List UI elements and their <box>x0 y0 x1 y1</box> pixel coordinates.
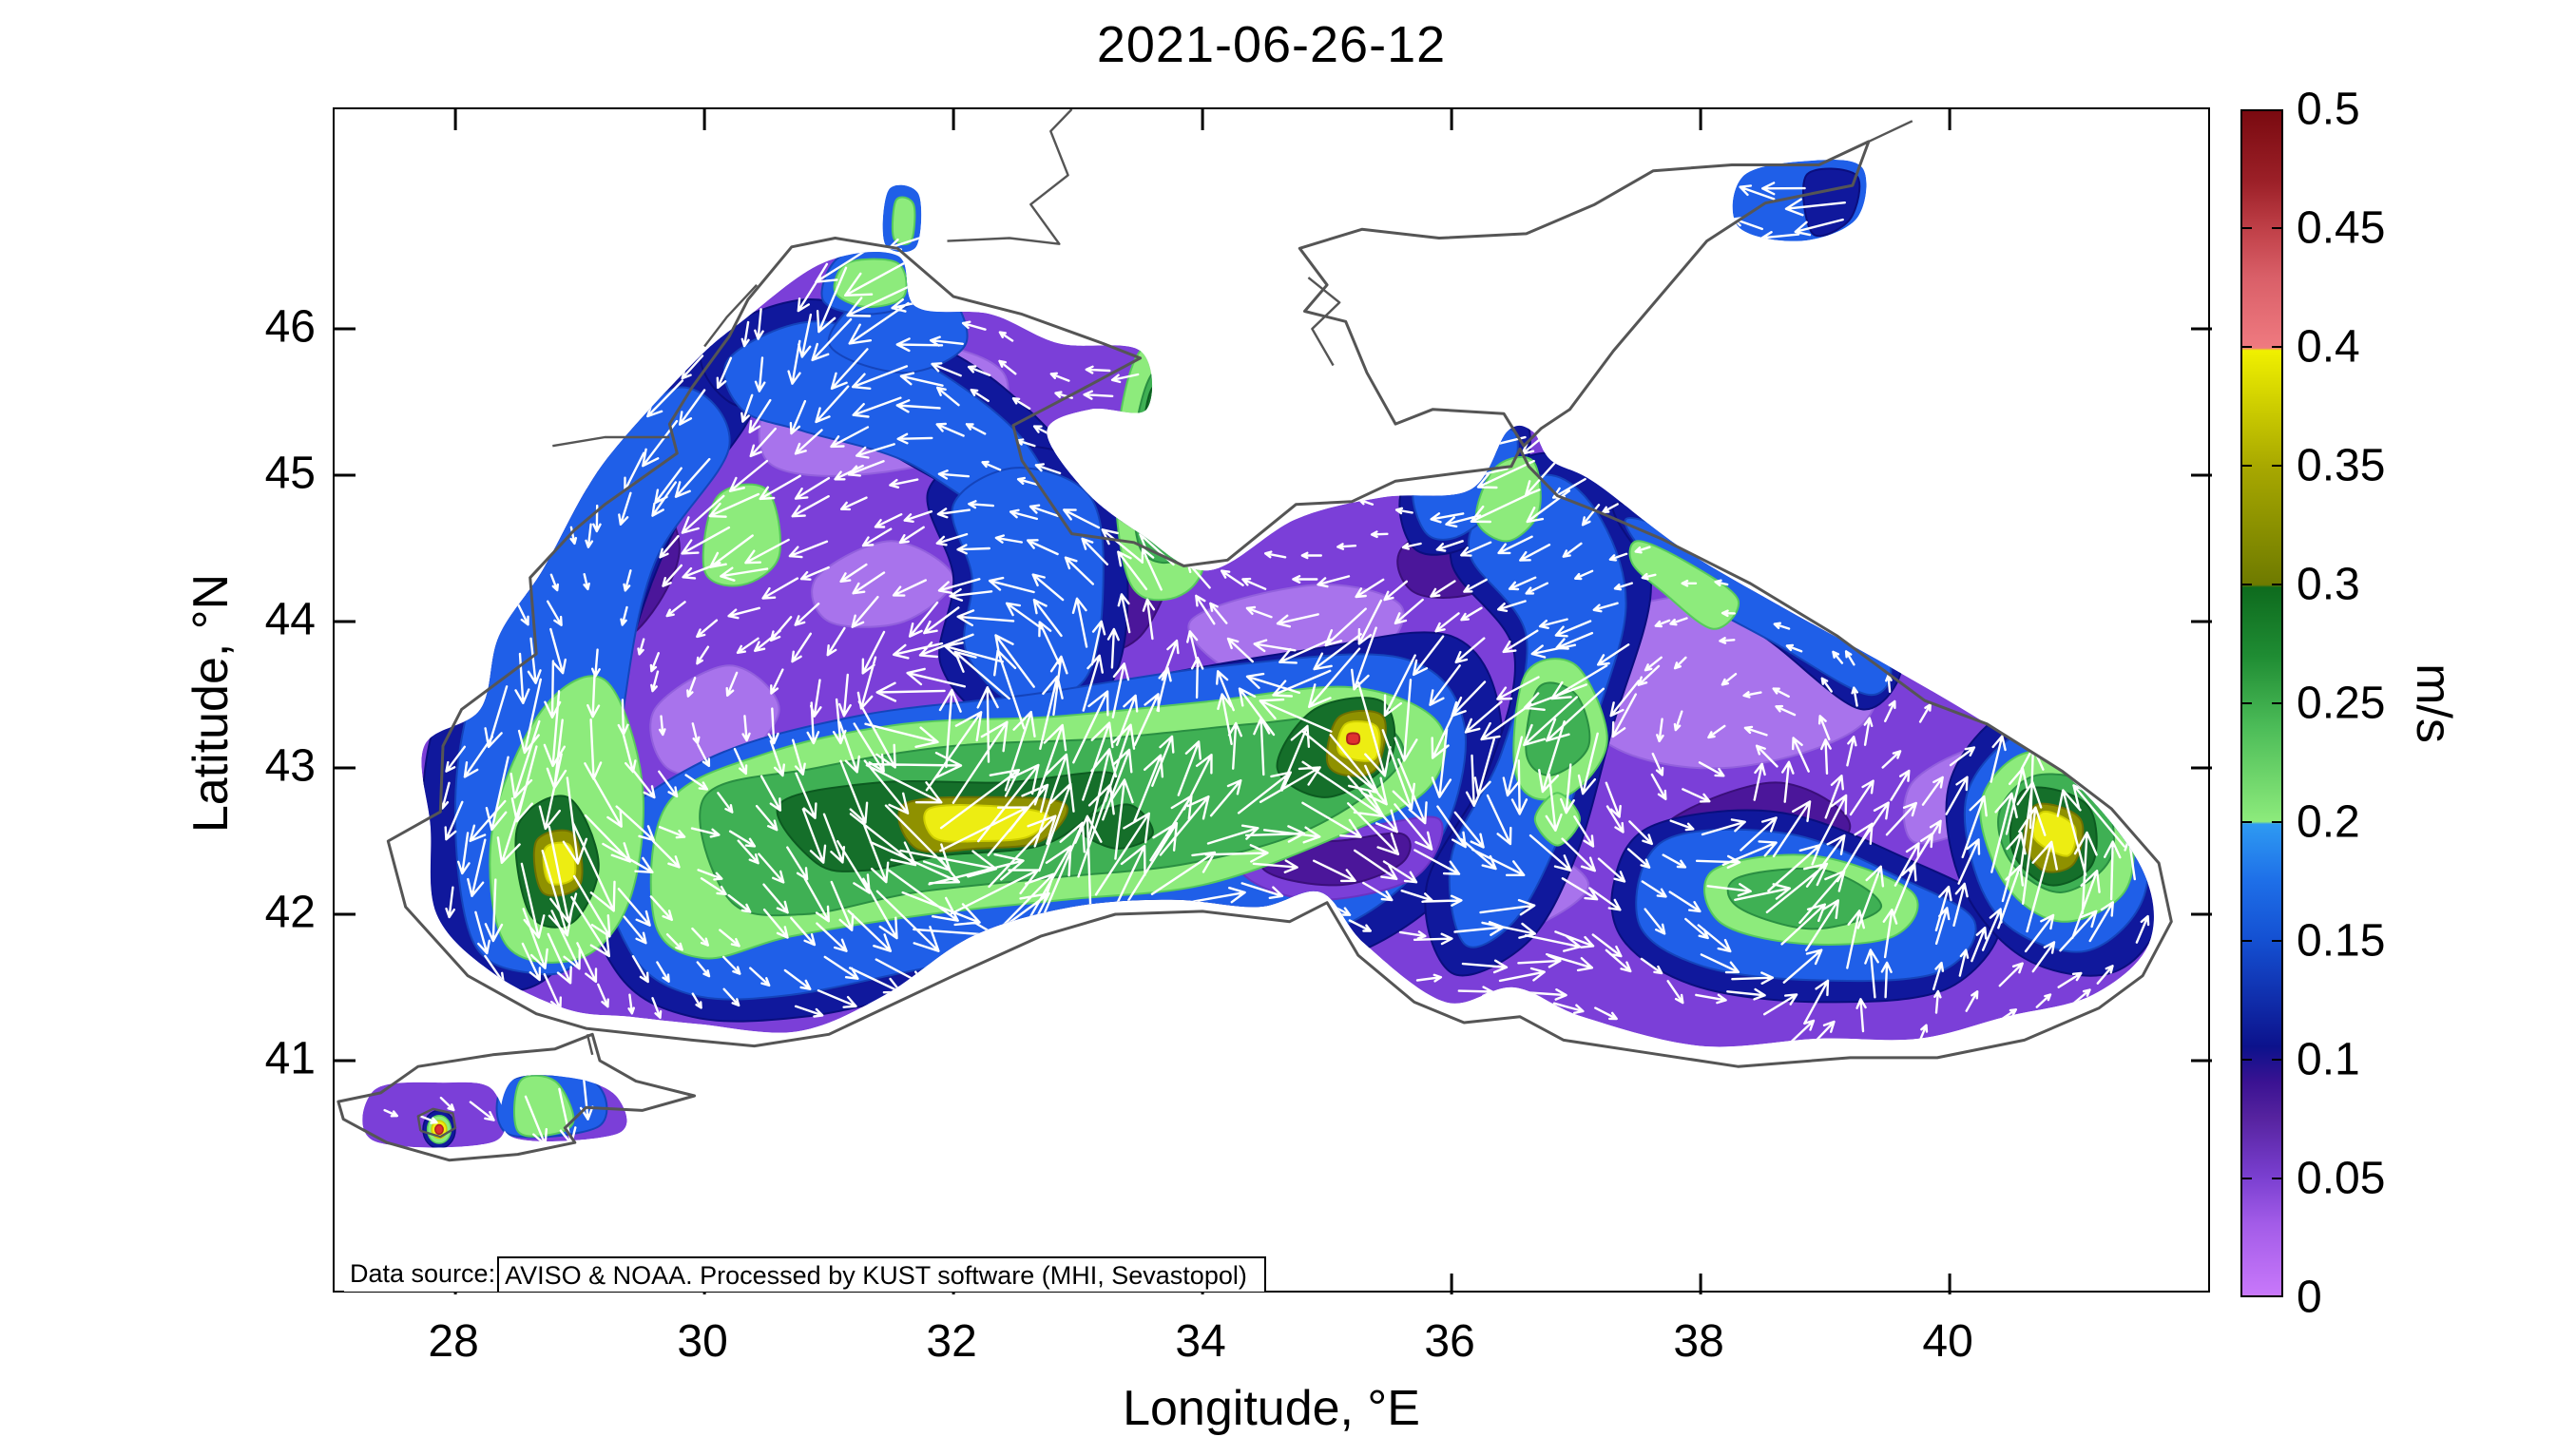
x-tick-label: 36 <box>1424 1316 1475 1367</box>
colorbar-tick-mark <box>2272 1059 2283 1061</box>
colorbar-tick-mark <box>2240 940 2252 942</box>
x-tick-label: 34 <box>1175 1316 1226 1367</box>
x-tick-label: 38 <box>1673 1316 1724 1367</box>
colorbar-tick-label: 0.3 <box>2297 559 2360 610</box>
colorbar-tick-label: 0.1 <box>2297 1034 2360 1085</box>
x-tick-label: 32 <box>926 1316 977 1367</box>
colorbar-tick-mark <box>2272 1178 2283 1179</box>
colorbar-tick-mark <box>2240 821 2252 823</box>
colorbar-tick-mark <box>2240 584 2252 585</box>
x-axis-label: Longitude, °E <box>1123 1381 1420 1436</box>
colorbar-tick-mark <box>2272 702 2283 704</box>
colorbar-tick-label: 0.45 <box>2297 202 2386 254</box>
data-source-text: AVISO & NOAA. Processed by KUST software… <box>497 1256 1266 1292</box>
map-plot-area <box>333 107 2212 1294</box>
x-tick-label: 30 <box>677 1316 728 1367</box>
colorbar-tick-label: 0.05 <box>2297 1153 2386 1204</box>
y-tick-label: 44 <box>264 594 316 645</box>
colorbar-tick-mark <box>2272 465 2283 467</box>
colorbar-tick-label: 0.5 <box>2297 84 2360 135</box>
colorbar-tick-label: 0 <box>2297 1272 2322 1323</box>
colorbar-tick-label: 0.4 <box>2297 321 2360 373</box>
y-tick-label: 46 <box>264 301 316 353</box>
colorbar-tick-mark <box>2272 227 2283 229</box>
x-tick-label: 28 <box>428 1316 479 1367</box>
y-tick-label: 43 <box>264 740 316 792</box>
coastlines <box>336 109 2173 1162</box>
x-tick-label: 40 <box>1922 1316 1973 1367</box>
colorbar-tick-mark <box>2240 702 2252 704</box>
colorbar-tick-mark <box>2272 821 2283 823</box>
map-canvas <box>335 109 2212 1294</box>
colorbar-tick-mark <box>2240 1059 2252 1061</box>
y-tick-label: 41 <box>264 1033 316 1084</box>
chart-title: 2021-06-26-12 <box>1096 16 1447 73</box>
y-tick-label: 42 <box>264 887 316 938</box>
colorbar-tick-label: 0.2 <box>2297 796 2360 848</box>
colorbar-tick-mark <box>2272 584 2283 585</box>
data-source-label: Data source: <box>344 1256 498 1292</box>
colorbar-tick-mark <box>2240 346 2252 348</box>
colorbar-tick-mark <box>2240 227 2252 229</box>
speed-field <box>362 160 2154 1148</box>
colorbar-tick-label: 0.15 <box>2297 915 2386 967</box>
colorbar-tick-mark <box>2240 465 2252 467</box>
colorbar-tick-mark <box>2240 1178 2252 1179</box>
colorbar-tick-label: 0.35 <box>2297 440 2386 491</box>
colorbar-tick-mark <box>2272 346 2283 348</box>
velocity-arrows <box>383 182 2150 1146</box>
colorbar-tick-label: 0.25 <box>2297 678 2386 729</box>
y-tick-label: 45 <box>264 448 316 499</box>
colorbar-tick-mark <box>2272 940 2283 942</box>
colorbar-units-label: m/s <box>2406 663 2461 743</box>
data-source-annotation: Data source: AVISO & NOAA. Processed by … <box>344 1256 1266 1292</box>
